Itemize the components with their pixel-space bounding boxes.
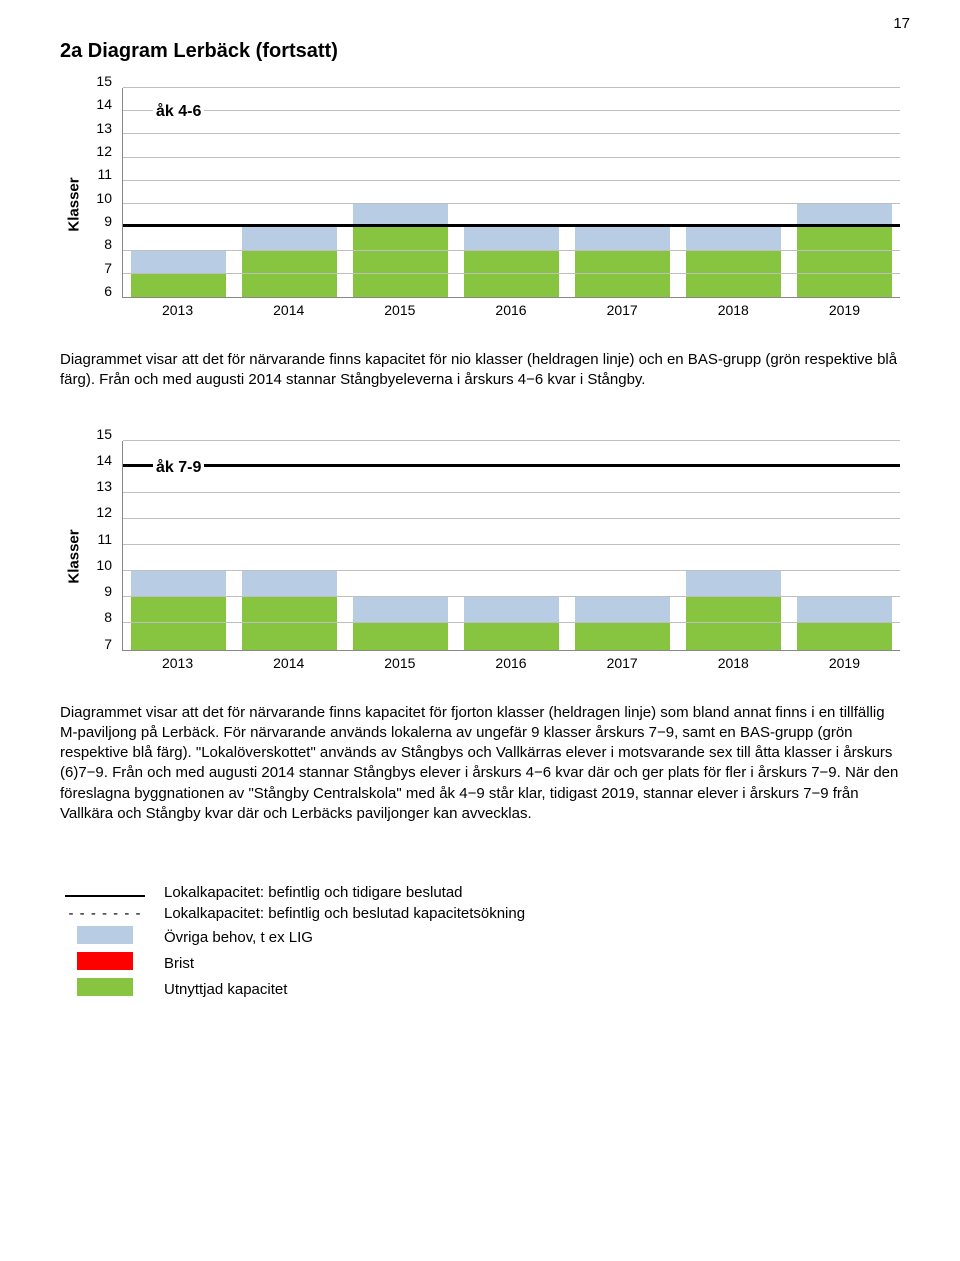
legend-label: Utnyttjad kapacitet	[164, 981, 287, 998]
y-tick: 10	[96, 190, 118, 206]
chart2-ylabel: Klasser	[66, 529, 83, 583]
x-tick: 2014	[273, 302, 304, 318]
y-tick: 6	[104, 283, 118, 299]
chart-ak-4-6: Klasser 6789101112131415 åk 4-6 20132014…	[60, 88, 900, 320]
chart1-ylabel: Klasser	[66, 177, 83, 231]
y-tick: 10	[96, 557, 118, 573]
x-tick: 2019	[829, 302, 860, 318]
legend-row: Övriga behov, t ex LIG	[60, 926, 900, 948]
page-number: 17	[893, 15, 910, 32]
caption-1: Diagrammet visar att det för närvarande …	[60, 350, 900, 391]
legend-row: - - - - - - - Lokalkapacitet: befintlig o…	[60, 905, 900, 922]
legend-swatch	[60, 952, 150, 974]
chart2-title: åk 7-9	[153, 459, 204, 477]
legend-row: Lokalkapacitet: befintlig och tidigare b…	[60, 884, 900, 901]
x-tick: 2015	[384, 302, 415, 318]
legend-label: Lokalkapacitet: befintlig och tidigare b…	[164, 884, 463, 901]
legend-swatch	[60, 884, 150, 901]
x-tick: 2019	[829, 655, 860, 671]
y-tick: 7	[104, 636, 118, 652]
x-tick: 2017	[607, 655, 638, 671]
x-tick: 2013	[162, 655, 193, 671]
x-tick: 2013	[162, 302, 193, 318]
capacity-line	[123, 464, 900, 467]
legend-row: Brist	[60, 952, 900, 974]
y-tick: 7	[104, 260, 118, 276]
legend-label: Brist	[164, 955, 194, 972]
y-tick: 11	[97, 531, 118, 547]
legend-swatch	[60, 926, 150, 948]
legend: Lokalkapacitet: befintlig och tidigare b…	[60, 884, 900, 1000]
x-tick: 2015	[384, 655, 415, 671]
y-tick: 15	[96, 426, 118, 442]
x-tick: 2017	[607, 302, 638, 318]
x-tick: 2016	[495, 302, 526, 318]
y-tick: 11	[97, 166, 118, 182]
x-tick: 2018	[718, 302, 749, 318]
y-tick: 9	[104, 583, 118, 599]
y-tick: 8	[104, 236, 118, 252]
legend-label: Övriga behov, t ex LIG	[164, 929, 313, 946]
caption-2: Diagrammet visar att det för närvarande …	[60, 703, 900, 825]
y-tick: 15	[96, 73, 118, 89]
y-tick: 13	[96, 478, 118, 494]
y-tick: 12	[96, 504, 118, 520]
legend-swatch: - - - - - - -	[60, 905, 150, 922]
legend-label: Lokalkapacitet: befintlig och beslutad k…	[164, 905, 525, 922]
y-tick: 14	[96, 96, 118, 112]
y-tick: 13	[96, 120, 118, 136]
legend-swatch	[60, 978, 150, 1000]
x-tick: 2014	[273, 655, 304, 671]
chart-ak-7-9: Klasser 789101112131415 åk 7-9 201320142…	[60, 441, 900, 673]
y-tick: 14	[96, 452, 118, 468]
y-tick: 12	[96, 143, 118, 159]
capacity-line	[123, 224, 900, 227]
x-tick: 2016	[495, 655, 526, 671]
chart1-title: åk 4-6	[153, 103, 204, 121]
y-tick: 9	[104, 213, 118, 229]
section-title: 2a Diagram Lerbäck (fortsatt)	[60, 40, 900, 63]
legend-row: Utnyttjad kapacitet	[60, 978, 900, 1000]
y-tick: 8	[104, 609, 118, 625]
x-tick: 2018	[718, 655, 749, 671]
